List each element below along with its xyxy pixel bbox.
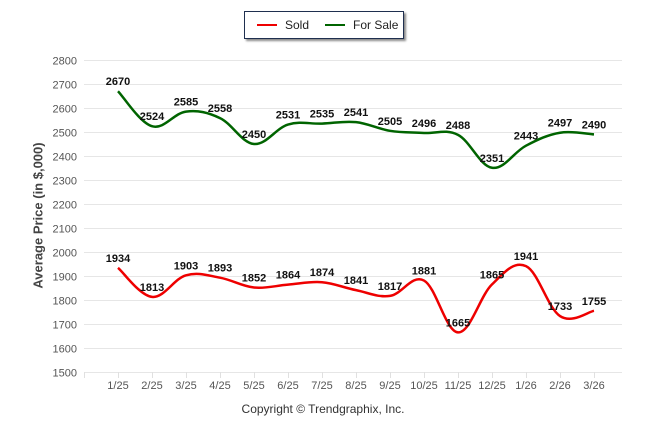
x-tick-label: 10/25 (410, 380, 438, 392)
x-tick-label: 3/25 (175, 380, 196, 392)
y-tick-label: 2200 (53, 200, 77, 212)
x-tick-label: 1/25 (107, 380, 128, 392)
data-label-sold: 1903 (174, 260, 198, 272)
x-tick-label: 12/25 (478, 380, 506, 392)
data-label-sold: 1813 (140, 282, 164, 294)
series-line-for-sale (117, 90, 595, 170)
y-tick-label: 2000 (53, 248, 77, 260)
data-label-for-sale: 2670 (106, 76, 130, 88)
copyright-text: Copyright © Trendgraphix, Inc. (241, 402, 405, 416)
x-tick-label: 2/25 (141, 380, 162, 392)
data-label-for-sale: 2505 (378, 116, 402, 128)
data-label-for-sale: 2490 (582, 119, 606, 131)
y-tick-label: 2500 (53, 128, 77, 140)
data-label-sold: 1755 (582, 296, 606, 308)
data-label-sold: 1852 (242, 273, 266, 285)
data-label-sold: 1934 (106, 253, 131, 265)
data-label-sold: 1665 (446, 317, 470, 329)
x-axis-ticks: 1/25 2/25 3/25 4/25 5/25 6/25 7/25 8/25 9/25 10/2… (84, 372, 605, 392)
x-tick-label: 4/25 (209, 380, 230, 392)
series-line-sold (117, 263, 595, 334)
data-label-for-sale: 2535 (310, 109, 334, 121)
data-label-for-sale: 2524 (140, 111, 165, 123)
legend-item-sold[interactable]: Sold (257, 18, 309, 32)
y-tick-label: 2600 (53, 104, 77, 116)
y-axis-ticks: 1500 1600 1700 1800 1900 2000 2100 2200 2300 2400… (53, 56, 77, 380)
data-label-sold: 1874 (310, 267, 335, 279)
legend-swatch-for-sale (325, 24, 346, 26)
data-label-for-sale: 2351 (480, 153, 504, 165)
legend-label-sold: Sold (285, 18, 310, 32)
data-label-sold: 1941 (514, 251, 538, 263)
data-label-sold: 1865 (480, 269, 504, 281)
x-tick-label: 1/26 (515, 380, 536, 392)
data-label-sold: 1881 (412, 266, 436, 278)
x-tick-label: 6/25 (277, 380, 298, 392)
data-label-for-sale: 2541 (344, 107, 368, 119)
data-label-for-sale: 2443 (514, 131, 538, 143)
y-tick-label: 2400 (53, 152, 77, 164)
data-label-for-sale: 2488 (446, 120, 470, 132)
legend: Sold For Sale (244, 11, 404, 39)
x-tick-label: 11/25 (445, 380, 472, 392)
data-label-for-sale: 2497 (548, 118, 572, 130)
y-tick-label: 2300 (53, 176, 77, 188)
y-tick-label: 1500 (53, 368, 77, 380)
data-label-sold: 1733 (548, 301, 572, 313)
x-tick-label: 2/26 (549, 380, 570, 392)
series-lines (117, 90, 595, 334)
data-label-sold: 1841 (344, 275, 368, 287)
legend-item-for-sale[interactable]: For Sale (325, 18, 398, 32)
data-label-for-sale: 2558 (208, 103, 232, 115)
x-tick-label: 5/25 (243, 380, 264, 392)
y-tick-label: 2800 (53, 56, 77, 68)
y-tick-label: 1900 (53, 272, 77, 284)
x-tick-label: 8/25 (345, 380, 366, 392)
data-label-sold: 1817 (378, 281, 402, 293)
legend-label-for-sale: For Sale (353, 18, 399, 32)
y-tick-label: 2700 (53, 80, 77, 92)
data-label-for-sale: 2585 (174, 97, 198, 109)
data-label-sold: 1893 (208, 263, 232, 275)
grid-lines (84, 60, 622, 373)
x-tick-label: 3/26 (583, 380, 604, 392)
data-label-for-sale: 2531 (276, 110, 300, 122)
y-axis-label: Average Price (in $,000) (30, 142, 46, 289)
y-tick-label: 1800 (53, 296, 77, 308)
x-tick-label: 9/25 (379, 380, 400, 392)
data-labels: 1934 1813 1903 1893 1852 1864 1874 1841 1817 1881… (106, 76, 606, 329)
x-tick-label: 7/25 (311, 380, 332, 392)
y-tick-label: 2100 (53, 224, 77, 236)
data-label-sold: 1864 (276, 270, 301, 282)
legend-swatch-sold (257, 24, 277, 26)
data-label-for-sale: 2496 (412, 118, 436, 130)
y-tick-label: 1700 (53, 320, 77, 332)
data-label-for-sale: 2450 (242, 129, 266, 141)
y-tick-label: 1600 (53, 344, 77, 356)
